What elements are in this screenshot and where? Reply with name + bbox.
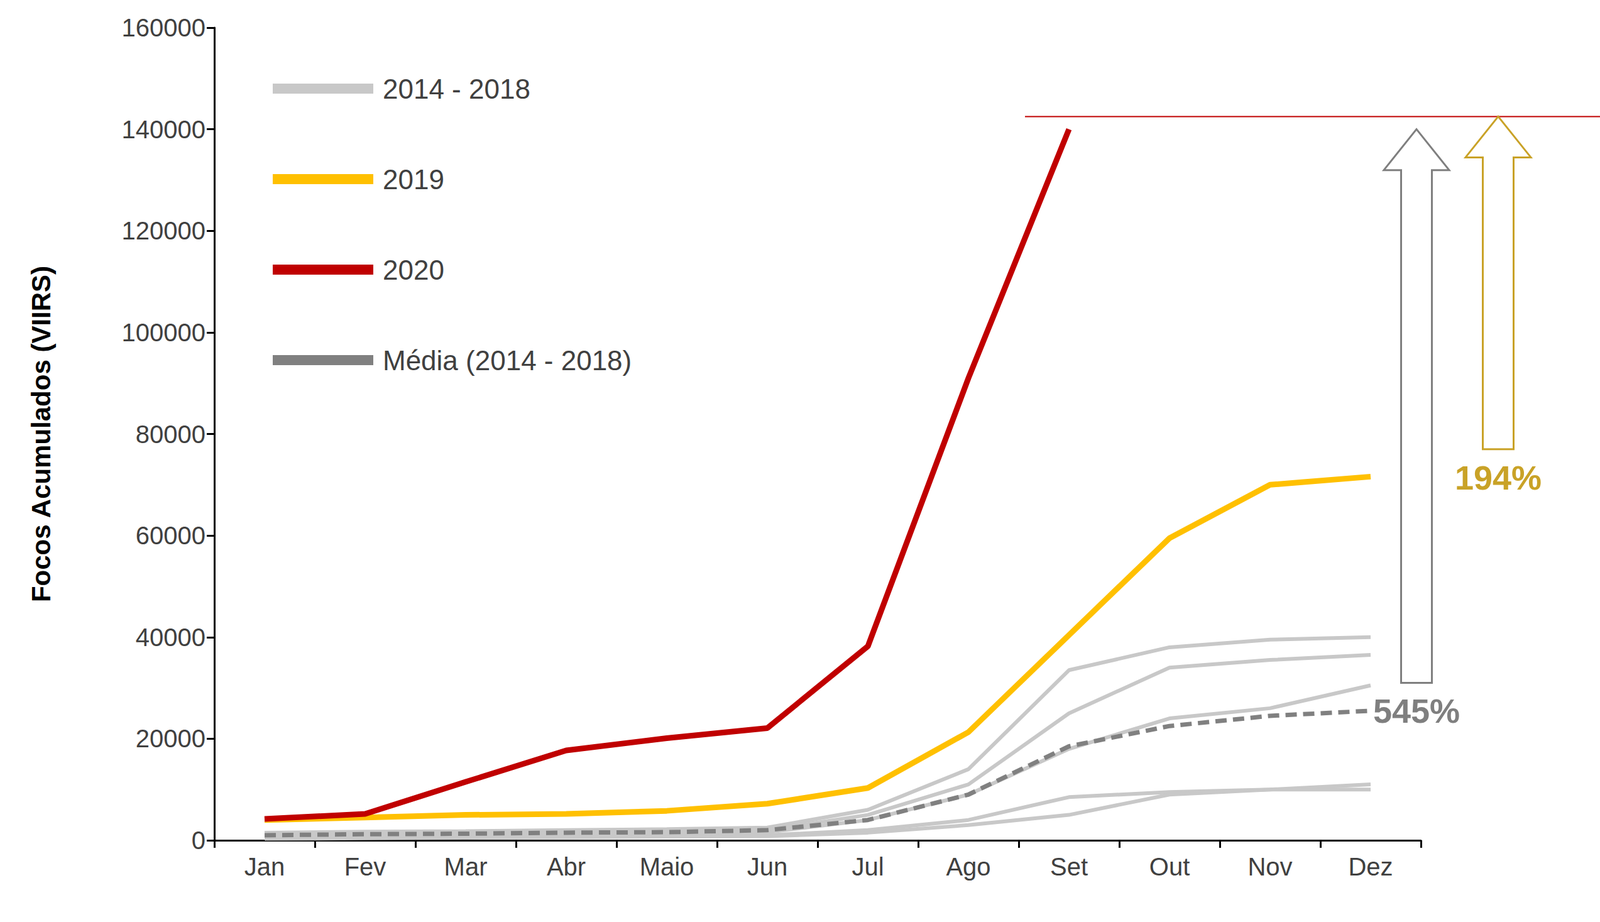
- svg-text:80000: 80000: [135, 420, 206, 449]
- svg-text:194%: 194%: [1454, 458, 1542, 497]
- svg-text:60000: 60000: [135, 521, 206, 550]
- svg-text:2019: 2019: [382, 164, 445, 195]
- svg-text:545%: 545%: [1373, 691, 1460, 730]
- svg-text:Focos Acumulados (VIIRS): Focos Acumulados (VIIRS): [26, 265, 56, 603]
- svg-text:Jun: Jun: [747, 852, 789, 881]
- svg-text:2014 - 2018: 2014 - 2018: [382, 73, 531, 105]
- svg-text:100000: 100000: [121, 318, 206, 347]
- svg-text:Jul: Jul: [851, 852, 884, 881]
- svg-text:140000: 140000: [121, 115, 206, 144]
- svg-text:Jan: Jan: [244, 852, 286, 881]
- svg-text:Set: Set: [1050, 852, 1088, 881]
- svg-text:120000: 120000: [121, 216, 206, 245]
- svg-text:Média (2014 - 2018): Média (2014 - 2018): [382, 345, 632, 376]
- svg-text:0: 0: [191, 826, 206, 855]
- svg-text:160000: 160000: [121, 13, 206, 42]
- svg-text:Mar: Mar: [444, 852, 488, 881]
- svg-text:40000: 40000: [135, 623, 206, 652]
- svg-text:Dez: Dez: [1347, 852, 1393, 881]
- svg-text:20000: 20000: [135, 724, 206, 753]
- svg-text:Abr: Abr: [546, 852, 586, 881]
- svg-text:Out: Out: [1149, 852, 1190, 881]
- svg-text:Ago: Ago: [945, 852, 991, 881]
- svg-text:2020: 2020: [382, 254, 445, 286]
- svg-text:Maio: Maio: [639, 852, 695, 881]
- svg-text:Fev: Fev: [344, 852, 387, 881]
- svg-text:Nov: Nov: [1247, 852, 1293, 881]
